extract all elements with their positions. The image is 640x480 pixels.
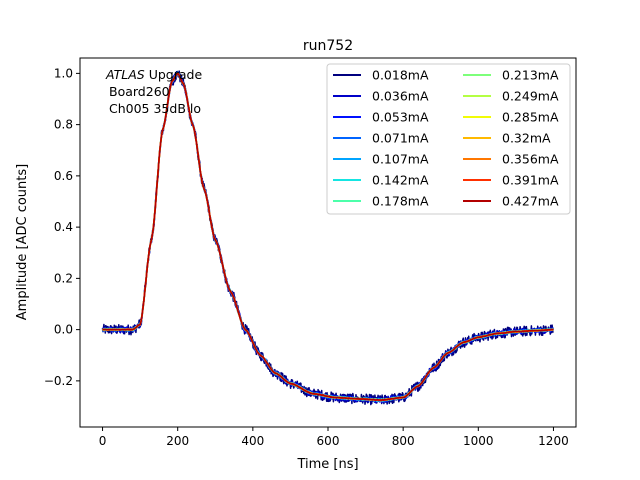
legend-label: 0.071mA [372,131,429,146]
chart-title: run752 [303,38,353,54]
y-tick-label: −0.2 [44,374,73,388]
legend-label: 0.285mA [502,110,559,125]
x-tick-label: 1200 [538,434,569,448]
x-tick-label: 800 [392,434,415,448]
x-tick-label: 0 [99,434,107,448]
legend-label: 0.391mA [502,173,559,188]
y-tick-label: 0.0 [54,323,73,337]
y-tick-label: 0.6 [54,169,73,183]
legend-label: 0.356mA [502,152,559,167]
annotation-line-3: Ch005 35dB lo [109,101,201,116]
y-axis-label: Amplitude [ADC counts] [15,164,30,320]
legend-label: 0.018mA [372,68,429,83]
legend-label: 0.036mA [372,89,429,104]
x-tick-label: 600 [317,434,340,448]
annotation-atlas: ATLAS [105,67,145,82]
legend-label: 0.107mA [372,152,429,167]
x-tick-label: 400 [241,434,264,448]
y-axis: −0.2 0.0 0.2 0.4 0.6 0.8 1.0 [44,66,80,388]
legend-box [326,63,571,215]
atlas-annotation: ATLAS Upgrade Board260 Ch005 35dB lo [105,67,202,116]
series-traces [101,70,555,406]
annotation-line-2: Board260 [109,84,170,99]
annotation-upgrade: Upgrade [145,67,203,82]
legend-label: 0.142mA [372,173,429,188]
y-tick-label: 0.2 [54,271,73,285]
legend-label: 0.178mA [372,194,429,209]
x-axis: 0 200 400 600 800 1000 1200 [99,427,569,448]
annotation-line-1: ATLAS Upgrade [105,67,202,82]
y-tick-label: 1.0 [54,66,73,80]
legend-label: 0.32mA [502,131,551,146]
legend-label: 0.213mA [502,68,559,83]
legend-label: 0.249mA [502,89,559,104]
legend: 0.018mA 0.036mA 0.053mA 0.071mA 0.107mA 0.142… [326,63,571,215]
y-tick-label: 0.8 [54,118,73,132]
series-line [102,72,554,401]
legend-label: 0.427mA [502,194,559,209]
legend-label: 0.053mA [372,110,429,125]
x-tick-label: 1000 [463,434,494,448]
y-tick-label: 0.4 [54,220,73,234]
x-axis-label: Time [ns] [296,457,358,472]
x-tick-label: 200 [166,434,189,448]
